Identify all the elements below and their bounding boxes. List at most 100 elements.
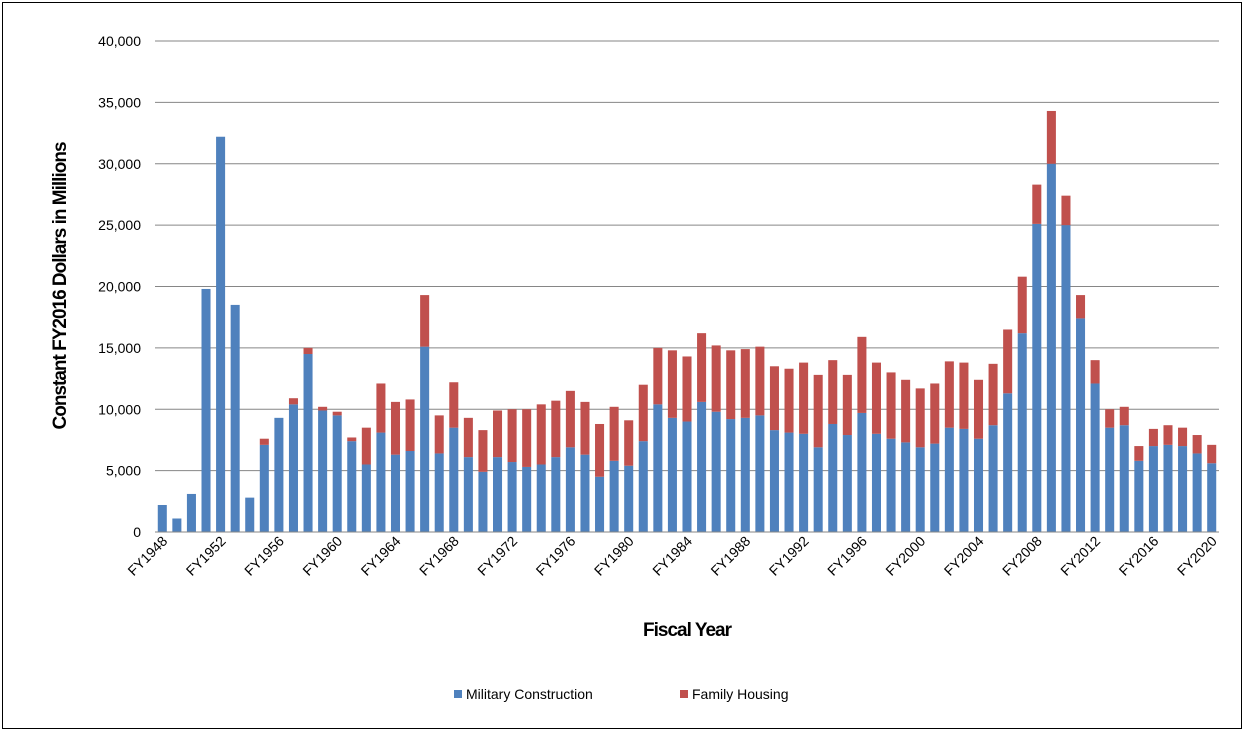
bar-military-construction-fy2002 [944, 427, 954, 532]
y-tick-label: 25,000 [98, 217, 141, 233]
y-tick-label: 35,000 [98, 94, 141, 110]
bar-family-housing-fy1973 [522, 409, 532, 467]
bar-family-housing-fy2013 [1105, 409, 1115, 428]
bar-military-construction-fy1952 [216, 136, 226, 532]
bar-family-housing-fy1985 [697, 333, 707, 402]
bar-military-construction-fy1959 [318, 410, 328, 532]
bar-family-housing-fy1955 [259, 438, 269, 445]
bar-military-construction-fy1973 [522, 466, 532, 532]
bar-military-construction-fy1953 [230, 304, 240, 532]
bar-family-housing-fy1967 [434, 415, 444, 454]
bar-family-housing-fy1991 [784, 368, 794, 433]
bar-military-construction-fy2016 [1148, 446, 1158, 532]
bar-family-housing-fy1970 [478, 430, 488, 472]
bar-military-construction-fy2007 [1017, 333, 1027, 532]
bar-military-construction-fy1964 [390, 454, 401, 532]
bar-family-housing-fy1964 [390, 401, 401, 455]
bar-military-construction-fy1948 [157, 504, 167, 532]
x-tick-label: FY1960 [299, 533, 345, 579]
bar-family-housing-fy1975 [551, 400, 561, 458]
bar-military-construction-fy2009 [1046, 163, 1056, 532]
bar-military-construction-fy1997 [871, 433, 881, 532]
bar-family-housing-fy2018 [1178, 427, 1188, 447]
bar-family-housing-fy1971 [493, 410, 503, 458]
bar-family-housing-fy1972 [507, 409, 517, 463]
y-tick-label: 15,000 [98, 340, 141, 356]
x-tick-label: FY2020 [1174, 533, 1220, 579]
bar-family-housing-fy2007 [1017, 276, 1027, 334]
gridlines [155, 40, 1219, 472]
bar-family-housing-fy1993 [813, 374, 823, 448]
bar-military-construction-fy1950 [186, 493, 196, 532]
bar-family-housing-fy2012 [1090, 360, 1100, 384]
legend-label-family-housing: Family Housing [692, 686, 788, 702]
bar-military-construction-fy2006 [1003, 393, 1013, 532]
bar-family-housing-fy1977 [580, 401, 590, 455]
bar-family-housing-fy1959 [318, 406, 328, 411]
bar-family-housing-fy1998 [886, 372, 896, 439]
bar-military-construction-fy1975 [551, 457, 561, 532]
bar-military-construction-fy1996 [857, 412, 867, 532]
x-tick-label: FY2012 [1057, 533, 1103, 579]
y-tick-label: 40,000 [98, 33, 141, 49]
bar-military-construction-fy2018 [1178, 446, 1188, 532]
bar-military-construction-fy1969 [463, 457, 473, 532]
legend: Military Construction Family Housing [454, 686, 788, 702]
bar-military-construction-fy1981 [638, 441, 648, 532]
bar-family-housing-fy2010 [1061, 195, 1071, 226]
bar-family-housing-fy2002 [944, 361, 954, 428]
y-axis-ticks: 0 5,000 10,000 15,000 20,000 25,000 30,000 35,0… [98, 33, 141, 540]
bar-family-housing-fy1988 [740, 349, 750, 418]
bar-family-housing-fy1966 [420, 295, 430, 347]
y-tick-label: 5,000 [106, 463, 141, 479]
bar-family-housing-fy2015 [1134, 446, 1144, 461]
bar-military-construction-fy2014 [1119, 425, 1129, 532]
bar-military-construction-fy1967 [434, 453, 444, 532]
bar-military-construction-fy1978 [595, 476, 605, 532]
x-tick-label: FY1996 [824, 533, 870, 579]
bar-family-housing-fy1987 [726, 350, 736, 420]
bar-military-construction-fy1956 [274, 417, 284, 532]
x-tick-label: FY1980 [591, 533, 637, 579]
bar-military-construction-fy1965 [405, 450, 415, 532]
bar-military-construction-fy1962 [361, 464, 371, 532]
y-tick-label: 20,000 [98, 279, 141, 295]
bar-military-construction-fy2012 [1090, 383, 1100, 532]
x-tick-label: FY1956 [241, 533, 287, 579]
bar-military-construction-fy1992 [799, 433, 809, 532]
bar-military-construction-fy2003 [959, 428, 969, 532]
bar-family-housing-fy2009 [1046, 110, 1056, 164]
bar-military-construction-fy2010 [1061, 225, 1071, 532]
bar-family-housing-fy1983 [667, 350, 677, 418]
x-tick-label: FY1976 [533, 533, 579, 579]
bar-family-housing-fy1989 [755, 346, 765, 416]
bar-military-construction-fy1972 [507, 462, 517, 532]
y-tick-label: 0 [133, 524, 141, 540]
bar-military-construction-fy2017 [1163, 444, 1173, 532]
bar-family-housing-fy1990 [769, 366, 779, 431]
bar-military-construction-fy1994 [828, 423, 838, 532]
bar-military-construction-fy2019 [1192, 453, 1202, 532]
x-tick-label: FY2000 [882, 533, 928, 579]
x-tick-label: FY2008 [999, 533, 1045, 579]
bar-family-housing-fy2000 [915, 388, 925, 448]
bar-military-construction-fy1987 [726, 419, 736, 532]
bar-family-housing-fy1992 [799, 362, 809, 434]
bar-military-construction-fy1999 [901, 442, 911, 532]
bar-family-housing-fy1986 [711, 345, 721, 412]
bar-military-construction-fy1949 [172, 518, 182, 532]
bar-military-construction-fy1966 [420, 346, 430, 532]
bar-family-housing-fy1996 [857, 336, 867, 413]
bar-family-housing-fy2014 [1119, 406, 1129, 426]
bar-military-construction-fy1961 [347, 441, 357, 532]
bar-military-construction-fy1951 [201, 288, 211, 532]
bar-military-construction-fy1980 [624, 465, 634, 532]
bar-family-housing-fy1960 [332, 411, 342, 416]
bar-military-construction-fy1958 [303, 354, 313, 532]
bar-military-construction-fy2001 [930, 443, 940, 532]
bar-military-construction-fy1984 [682, 421, 692, 532]
bar-military-construction-fy1986 [711, 411, 721, 532]
bar-family-housing-fy2020 [1207, 444, 1217, 464]
bar-family-housing-fy1974 [536, 404, 546, 465]
bar-family-housing-fy1962 [361, 427, 371, 465]
